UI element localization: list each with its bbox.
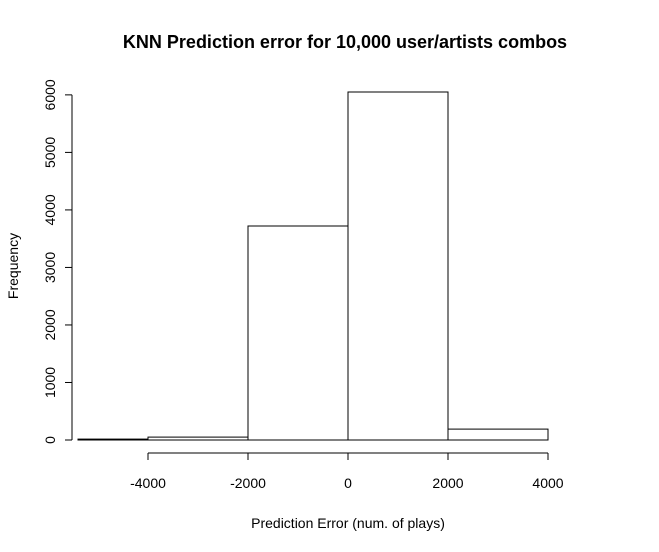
y-tick-label-5: 5000 <box>42 137 58 168</box>
x-axis: -4000 -2000 0 2000 4000 <box>130 452 564 491</box>
x-tick-label-1: -2000 <box>230 475 266 491</box>
y-tick-label-6: 6000 <box>42 79 58 110</box>
bars-group <box>77 91 549 441</box>
y-tick-label-4: 4000 <box>42 194 58 225</box>
y-tick-label-1: 1000 <box>42 367 58 398</box>
x-tick-label-3: 2000 <box>432 475 463 491</box>
histogram-bar-2 <box>247 225 349 441</box>
chart-title: KNN Prediction error for 10,000 user/art… <box>123 32 567 52</box>
x-tick-label-4: 4000 <box>532 475 563 491</box>
histogram-bar-0 <box>77 438 149 441</box>
histogram-bar-3 <box>347 91 449 441</box>
histogram-bar-4 <box>447 428 549 441</box>
x-tick-label-2: 0 <box>344 475 352 491</box>
y-tick-label-0: 0 <box>42 436 58 444</box>
y-axis-label: Frequency <box>5 233 21 299</box>
x-axis-label: Prediction Error (num. of plays) <box>251 515 445 531</box>
y-tick-label-3: 3000 <box>42 252 58 283</box>
y-tick-label-2: 2000 <box>42 309 58 340</box>
y-axis: 0 1000 2000 3000 4000 5000 6000 <box>42 79 73 444</box>
x-tick-label-0: -4000 <box>130 475 166 491</box>
histogram-bar-1 <box>147 436 249 441</box>
